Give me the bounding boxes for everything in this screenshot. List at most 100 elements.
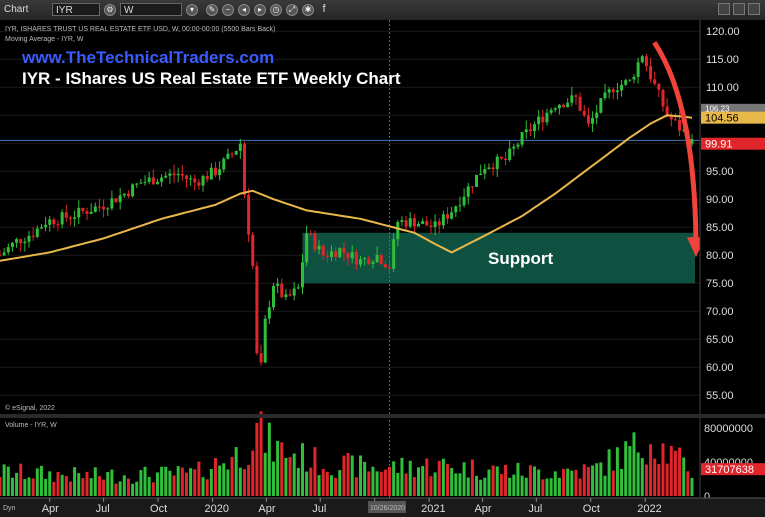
- date-marker: 10/26/2020: [370, 505, 405, 512]
- candle-body-137: [566, 102, 570, 108]
- candle-body-3: [10, 242, 14, 248]
- volume-bar-23: [93, 467, 97, 496]
- time-axis[interactable]: Apr Jul Oct 2020 Apr Jul 2021 Apr Jul Oct 2022: [42, 498, 662, 515]
- back-icon[interactable]: ◂: [238, 4, 250, 16]
- time-tick-8: Apr: [474, 503, 491, 515]
- volume-bar-122: [504, 464, 508, 496]
- volume-bar-144: [595, 463, 599, 496]
- candle-body-29: [118, 195, 122, 203]
- edit-icon[interactable]: ✎: [206, 4, 218, 16]
- volume-bar-35: [143, 466, 147, 496]
- minus-icon[interactable]: −: [222, 4, 234, 16]
- candle-body-35: [143, 181, 147, 183]
- volume-bar-48: [197, 461, 201, 496]
- link-icon[interactable]: ⚙: [104, 4, 116, 16]
- volume-bar-2: [6, 466, 10, 496]
- volume-bar-31: [126, 478, 130, 496]
- dyn-label[interactable]: Dyn: [3, 505, 16, 512]
- volume-bar-119: [491, 465, 495, 496]
- price-tick-5: 95.00: [706, 166, 734, 178]
- candle-body-52: [213, 167, 217, 176]
- candle-body-127: [524, 129, 528, 133]
- volume-bar-156: [644, 464, 648, 496]
- close-icon[interactable]: [748, 3, 760, 15]
- volume-bar-5: [19, 463, 23, 496]
- interval-input[interactable]: W: [120, 3, 182, 16]
- volume-bar-105: [433, 472, 437, 496]
- volume-bar-146: [603, 475, 607, 496]
- price-badge-bg-1: [701, 111, 765, 124]
- candle-body-102: [421, 221, 425, 224]
- candle-body-40: [164, 175, 168, 178]
- moving-average-legend: Moving Average - IYR, W: [5, 36, 84, 43]
- candle-body-25: [102, 206, 106, 210]
- volume-bar-82: [338, 470, 342, 496]
- volume-bar-75: [309, 467, 313, 496]
- volume-bar-114: [470, 459, 474, 496]
- candle-body-72: [296, 287, 300, 289]
- candle-body-85: [350, 252, 354, 259]
- candle-body-11: [44, 224, 48, 228]
- candle-body-157: [649, 66, 653, 80]
- volume-bar-69: [284, 457, 288, 496]
- candles-group: [0, 53, 694, 366]
- candle-body-124: [512, 146, 516, 149]
- compress-icon[interactable]: ⤢: [286, 4, 298, 16]
- candle-body-106: [437, 221, 441, 226]
- volume-bar-33: [135, 481, 139, 496]
- volume-bar-1: [2, 464, 6, 496]
- volume-bar-120: [495, 466, 499, 496]
- candle-body-5: [19, 239, 23, 244]
- volume-bar-99: [408, 460, 412, 496]
- volume-bar-108: [446, 464, 450, 496]
- candle-body-16: [64, 212, 68, 218]
- candle-body-114: [470, 186, 474, 188]
- facebook-icon[interactable]: f: [322, 3, 326, 15]
- candle-body-26: [106, 208, 110, 210]
- volume-bar-165: [682, 457, 686, 496]
- play-icon[interactable]: ▸: [254, 4, 266, 16]
- volume-bar-10: [39, 465, 43, 496]
- maximize-icon[interactable]: [733, 3, 745, 15]
- clock-icon[interactable]: ◷: [270, 4, 282, 16]
- symbol-input[interactable]: IYR: [52, 3, 100, 16]
- candle-body-101: [417, 223, 421, 227]
- candle-body-84: [346, 252, 350, 259]
- settings-icon[interactable]: ✱: [302, 4, 314, 16]
- volume-bar-12: [48, 471, 52, 496]
- volume-bar-95: [392, 461, 396, 496]
- price-tick-13: 55.00: [706, 390, 734, 402]
- instrument-line: IYR, ISHARES TRUST US REAL ESTATE ETF US…: [5, 26, 275, 33]
- volume-bar-63: [259, 411, 263, 496]
- candle-body-0: [0, 255, 2, 257]
- volume-bar-27: [110, 469, 114, 496]
- price-tick-11: 65.00: [706, 334, 734, 346]
- volume-bar-152: [628, 445, 632, 496]
- volume-bar-115: [475, 475, 479, 496]
- candle-body-151: [624, 80, 628, 85]
- candle-body-135: [557, 104, 561, 109]
- volume-bar-73: [300, 443, 304, 496]
- volume-bar-166: [686, 471, 690, 496]
- volume-bar-143: [591, 465, 595, 496]
- volume-bar-46: [189, 468, 193, 496]
- candle-body-2: [6, 247, 10, 253]
- price-tick-8: 80.00: [706, 250, 734, 262]
- candle-body-100: [412, 218, 416, 227]
- chart-title: IYR - IShares US Real Estate ETF Weekly …: [22, 69, 401, 88]
- chart-tab-label[interactable]: Chart: [4, 4, 29, 15]
- candle-body-154: [636, 62, 640, 77]
- chevron-down-icon[interactable]: ▾: [186, 4, 198, 16]
- volume-bar-81: [334, 477, 338, 496]
- minimize-icon[interactable]: [718, 3, 730, 15]
- chart-canvas[interactable]: Support 120.00115.00110.00105.00100.0095…: [0, 20, 765, 517]
- candle-body-141: [582, 110, 586, 116]
- volume-bar-78: [321, 468, 325, 496]
- volume-bar-157: [649, 444, 653, 496]
- candle-body-162: [669, 116, 673, 120]
- volume-bar-52: [213, 458, 217, 496]
- volume-bar-139: [574, 469, 578, 496]
- volume-bar-155: [640, 458, 644, 496]
- volume-bar-41: [168, 470, 172, 496]
- candle-body-6: [23, 241, 27, 244]
